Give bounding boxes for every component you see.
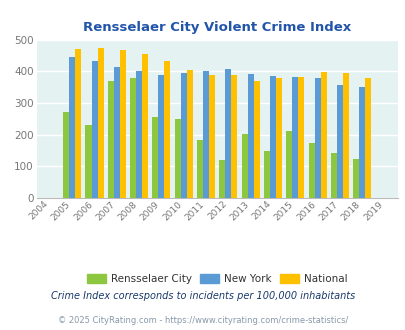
Text: © 2025 CityRating.com - https://www.cityrating.com/crime-statistics/: © 2025 CityRating.com - https://www.city… — [58, 316, 347, 325]
Bar — [180, 73, 186, 198]
Bar — [113, 67, 119, 198]
Bar — [142, 54, 148, 198]
Bar — [336, 85, 342, 198]
Bar — [136, 71, 142, 198]
Bar — [63, 113, 69, 198]
Bar — [186, 70, 192, 198]
Bar — [85, 125, 91, 198]
Bar — [91, 61, 97, 198]
Bar — [97, 49, 103, 198]
Bar — [298, 77, 304, 198]
Bar — [219, 160, 225, 198]
Title: Rensselaer City Violent Crime Index: Rensselaer City Violent Crime Index — [83, 21, 350, 34]
Bar — [75, 50, 81, 198]
Bar — [247, 75, 253, 198]
Bar — [352, 159, 358, 198]
Bar — [241, 134, 247, 198]
Bar — [225, 69, 231, 198]
Bar — [130, 78, 136, 198]
Bar — [314, 78, 320, 198]
Bar — [364, 78, 370, 198]
Bar — [253, 82, 259, 198]
Bar — [342, 73, 348, 198]
Bar — [231, 75, 237, 198]
Bar — [292, 77, 298, 198]
Bar — [286, 131, 292, 198]
Bar — [152, 117, 158, 198]
Bar — [358, 87, 364, 198]
Bar — [320, 72, 326, 198]
Bar — [308, 143, 314, 198]
Text: Crime Index corresponds to incidents per 100,000 inhabitants: Crime Index corresponds to incidents per… — [51, 291, 354, 301]
Bar — [174, 119, 180, 198]
Bar — [330, 153, 336, 198]
Bar — [269, 76, 275, 198]
Bar — [263, 151, 269, 198]
Legend: Rensselaer City, New York, National: Rensselaer City, New York, National — [83, 270, 351, 288]
Bar — [202, 71, 209, 198]
Bar — [164, 61, 170, 198]
Bar — [158, 75, 164, 198]
Bar — [119, 50, 126, 198]
Bar — [209, 75, 215, 198]
Bar — [275, 78, 281, 198]
Bar — [196, 140, 202, 198]
Bar — [108, 81, 113, 198]
Bar — [69, 57, 75, 198]
